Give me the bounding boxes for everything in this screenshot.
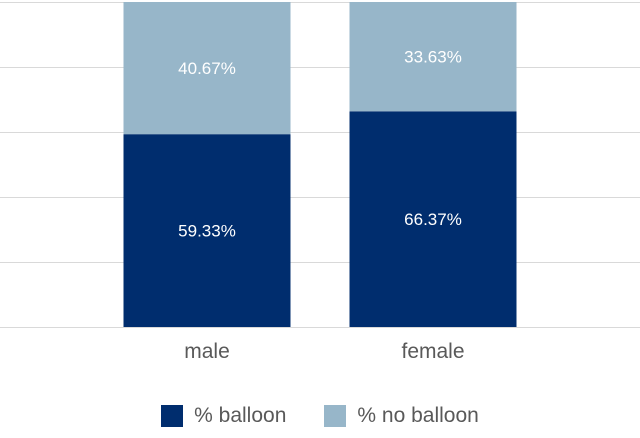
bar-female-series-0	[349, 111, 517, 327]
data-label-female-series-0: 66.37%	[404, 210, 462, 229]
bar-female-series-1	[349, 2, 517, 112]
legend-swatch-balloon	[161, 405, 184, 427]
legend: % balloon % no balloon	[0, 404, 640, 428]
legend-swatch-no-balloon	[324, 405, 347, 427]
category-label-male: male	[184, 340, 230, 363]
bar-male-series-0	[123, 134, 291, 327]
legend-label-balloon: % balloon	[194, 404, 287, 427]
category-label-female: female	[401, 340, 464, 363]
legend-label-no-balloon: % no balloon	[357, 404, 479, 427]
bar-male-series-1	[123, 2, 291, 135]
legend-item-no-balloon: % no balloon	[324, 404, 479, 428]
data-label-female-series-1: 33.63%	[404, 48, 462, 67]
legend-item-balloon: % balloon	[161, 404, 286, 428]
data-label-male-series-1: 40.67%	[178, 59, 236, 78]
data-label-male-series-0: 59.33%	[178, 222, 236, 241]
